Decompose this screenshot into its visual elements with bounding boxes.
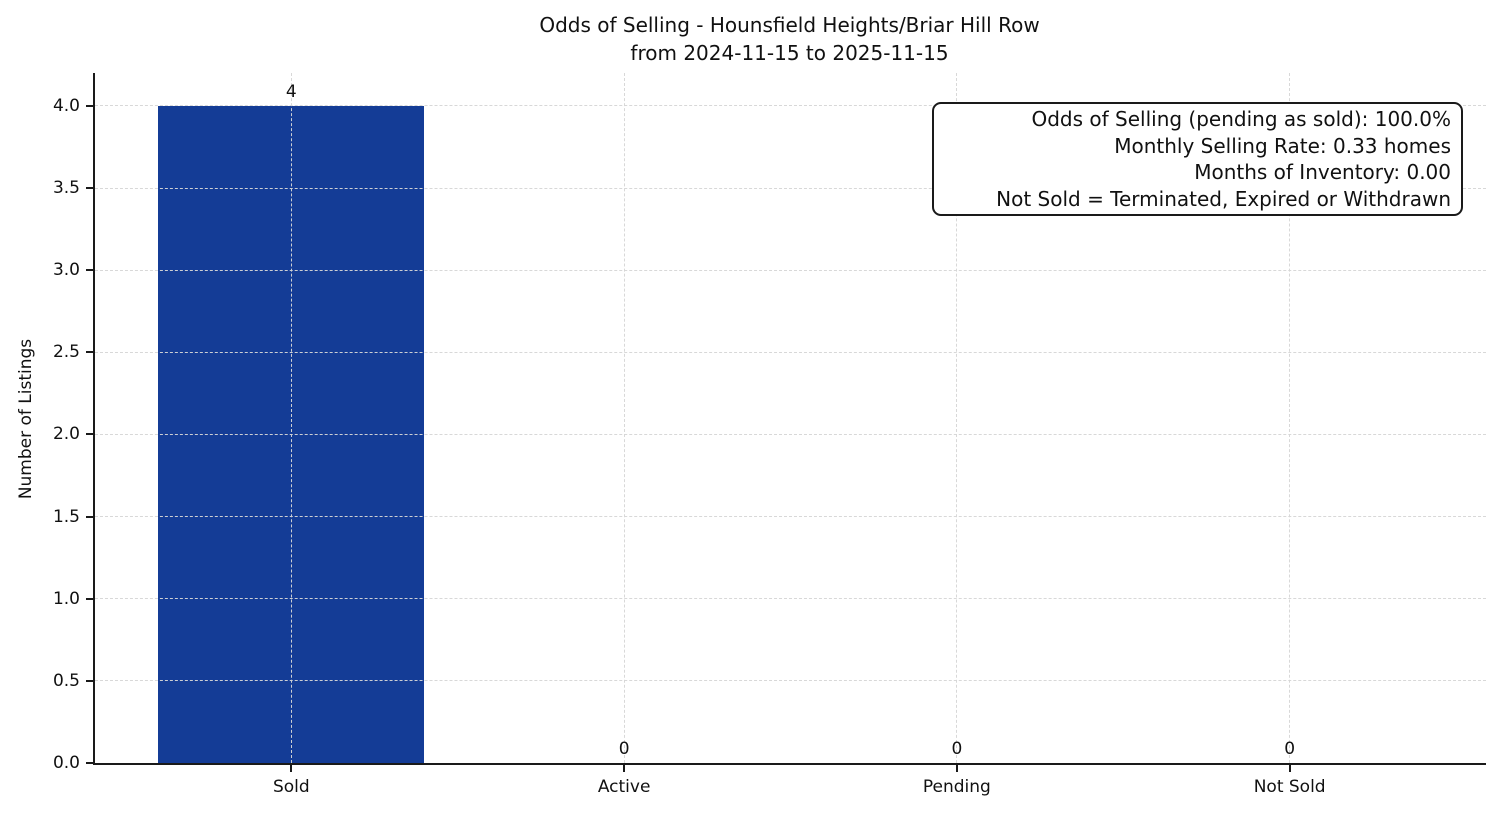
annotation-line-odds-of-selling: Odds of Selling (pending as sold): 100.0… [1031, 107, 1451, 131]
gridline-vertical [1289, 73, 1291, 763]
bar-value-label-sold: 4 [285, 81, 297, 102]
gridline-horizontal [95, 105, 1486, 107]
gridline-horizontal [95, 269, 1486, 271]
gridline-vertical [290, 73, 292, 763]
y-tick-label: 0.0 [52, 753, 80, 773]
y-tick-mark [86, 679, 93, 682]
gridline-horizontal [95, 516, 1486, 518]
x-tick-mark [1288, 765, 1291, 772]
chart-title: Odds of Selling - Hounsfield Heights/Bri… [93, 11, 1486, 67]
y-tick-mark [86, 104, 93, 107]
y-tick-label: 2.5 [52, 342, 80, 363]
gridline-horizontal [95, 598, 1486, 600]
y-tick-mark [86, 597, 93, 600]
y-tick-mark [86, 269, 93, 272]
y-tick-label: 4.0 [52, 95, 80, 116]
gridline-horizontal [95, 433, 1486, 435]
annotation-line-not-sold-definition: Not Sold = Terminated, Expired or Withdr… [996, 186, 1451, 211]
y-tick-label: 0.5 [52, 670, 80, 691]
plot-area: 4 0 0 0 [93, 73, 1486, 765]
y-tick-mark [86, 187, 93, 189]
x-tick-mark [623, 765, 626, 772]
x-tick-label-sold: Sold [272, 777, 310, 797]
y-tick-label: 1.5 [52, 506, 80, 527]
gridline-horizontal [95, 351, 1486, 353]
x-tick-label-not-sold: Not Sold [1253, 777, 1326, 797]
annotation-line-months-of-inventory: Months of Inventory: 0.00 [1194, 160, 1451, 184]
gridline-vertical [956, 73, 958, 763]
y-tick-label: 3.0 [52, 260, 80, 281]
gridline-horizontal [95, 187, 1486, 189]
y-tick-mark [86, 515, 93, 518]
stats-annotation-box: Odds of Selling (pending as sold): 100.0… [932, 102, 1463, 216]
y-tick-label: 2.0 [52, 424, 80, 445]
x-tick-mark [955, 765, 958, 772]
x-tick-label-pending: Pending [922, 777, 991, 797]
x-tick-mark [290, 765, 293, 772]
x-tick-label-active: Active [597, 777, 651, 797]
gridline-horizontal [95, 680, 1486, 682]
y-tick-mark [86, 762, 93, 764]
y-tick-mark [86, 433, 93, 436]
chart-title-line-2: from 2024-11-15 to 2025-11-15 [630, 41, 949, 65]
y-tick-label: 1.0 [52, 588, 80, 609]
chart-title-line-1: Odds of Selling - Hounsfield Heights/Bri… [539, 13, 1040, 37]
gridline-vertical [623, 73, 625, 763]
y-tick-label: 3.5 [52, 178, 80, 198]
y-tick-mark [86, 351, 93, 354]
bar-value-label-pending: 0 [951, 739, 963, 759]
bar-value-label-not-sold: 0 [1284, 739, 1296, 759]
bar-value-label-active: 0 [618, 739, 630, 759]
annotation-line-monthly-selling-rate: Monthly Selling Rate: 0.33 homes [1114, 133, 1451, 158]
